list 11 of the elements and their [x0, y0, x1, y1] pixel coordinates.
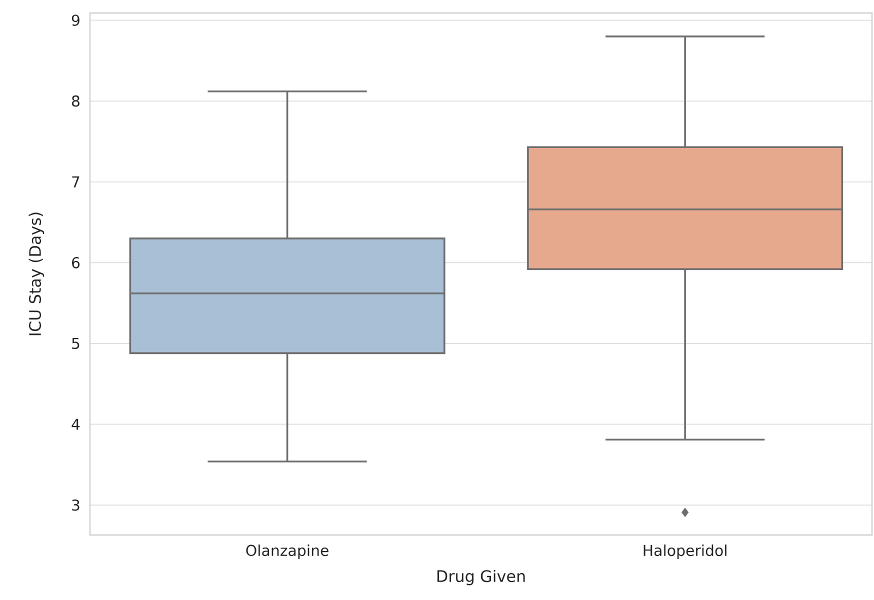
y-tick-label: 3: [72, 499, 80, 511]
y-tick-label: 6: [72, 257, 80, 268]
y-tick-label: 7: [72, 176, 80, 188]
y-tick-label: 5: [72, 338, 80, 350]
y-tick-label: 8: [72, 95, 80, 107]
x-axis-title: Drug Given: [437, 570, 525, 586]
x-tick-label: Haloperidol: [644, 544, 726, 559]
y-tick-label: 9: [72, 14, 80, 26]
y-tick-label: 4: [72, 418, 80, 430]
y-axis-title: ICU Stay (Days): [28, 212, 44, 336]
x-tick-label: Olanzapine: [246, 544, 328, 559]
